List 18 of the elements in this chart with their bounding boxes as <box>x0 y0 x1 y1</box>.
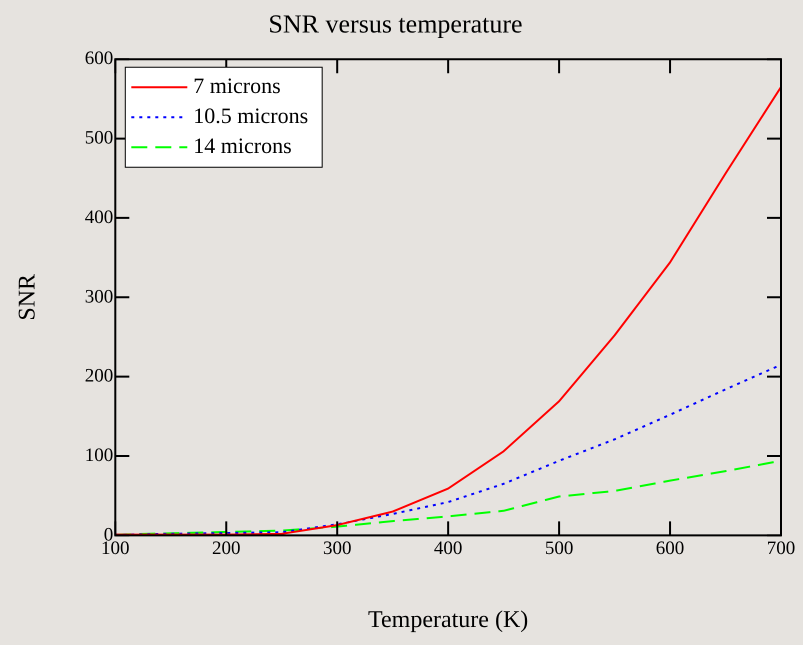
chart-title: SNR versus temperature <box>268 9 523 38</box>
x-tick-label: 600 <box>656 538 684 559</box>
y-tick-label: 400 <box>84 206 114 228</box>
x-axis-title: Temperature (K) <box>368 606 528 633</box>
y-axis-title: SNR <box>14 274 41 321</box>
x-tick-label: 300 <box>322 538 352 559</box>
y-tick-label: 200 <box>84 366 114 387</box>
legend-label: 14 microns <box>193 132 292 158</box>
legend-label: 7 microns <box>193 72 281 98</box>
y-tick-label: 300 <box>84 286 114 308</box>
x-tick-label: 200 <box>212 538 240 559</box>
x-tick-label: 700 <box>766 538 796 559</box>
y-tick-label: 100 <box>84 445 114 466</box>
y-tick-label: 500 <box>84 128 114 149</box>
x-tick-label: 400 <box>434 538 462 559</box>
x-tick-label: 500 <box>544 538 574 559</box>
y-tick-label: 600 <box>84 48 114 70</box>
legend-label: 10.5 microns <box>193 102 308 128</box>
